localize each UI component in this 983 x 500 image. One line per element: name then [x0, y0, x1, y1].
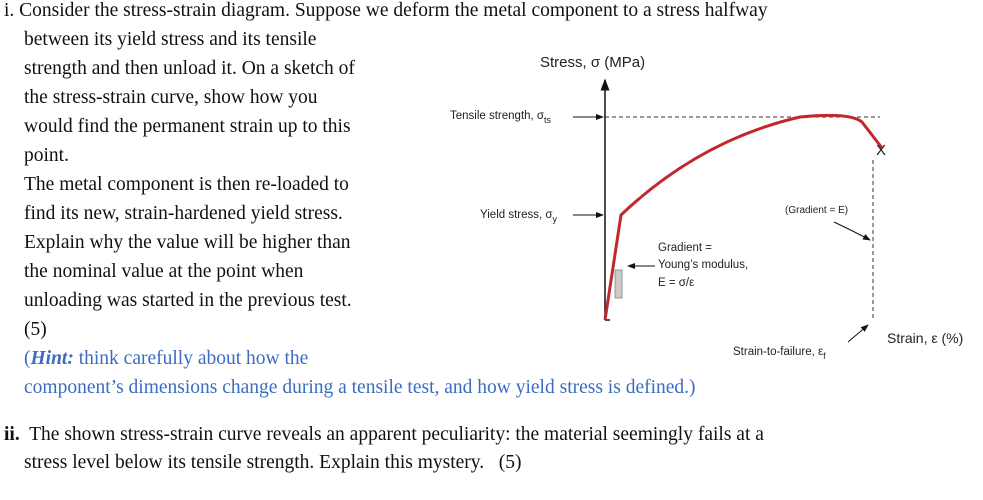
x-axis-label: Strain, ε (%) — [887, 330, 963, 346]
text-line: i. Consider the stress-strain diagram. S… — [4, 0, 768, 21]
question-label: ii. — [4, 424, 20, 445]
text: Yield stress, σ — [480, 209, 553, 221]
gradient-note: E = σ/ε — [658, 277, 694, 289]
text: y — [553, 214, 558, 224]
gradient-note: Gradient = — [658, 242, 712, 254]
text-line: ii. The shown stress-strain curve reveal… — [4, 424, 764, 446]
text-line: strength and then unload it. On a sketch… — [24, 58, 355, 79]
text: f — [823, 351, 826, 361]
stress-strain-curve — [603, 113, 884, 321]
hint-open: ( — [24, 348, 31, 369]
hint-line: (Hint: think carefully about how the — [24, 348, 308, 370]
text: ts — [544, 115, 552, 125]
text-line: find its new, strain-hardened yield stre… — [24, 203, 343, 224]
gradient-triangle — [614, 269, 623, 299]
stress-strain-diagram: Stress, σ (MPa) Strain, ε (%) X Tensile … — [450, 54, 963, 361]
text-line: stress level below its tensile strength.… — [24, 452, 522, 473]
tensile-strength-label: Tensile strength, σts — [450, 110, 552, 125]
leader-arrow — [847, 324, 869, 343]
text: Tensile strength, σ — [450, 110, 544, 122]
leader-arrow — [833, 221, 871, 241]
text-line: the nominal value at the point when — [24, 261, 304, 282]
strain-to-failure-label: Strain-to-failure, εf — [733, 346, 826, 361]
hint-line: component’s dimensions change during a t… — [24, 377, 696, 398]
text-line: The metal component is then re-loaded to — [24, 174, 349, 195]
text: Strain-to-failure, ε — [733, 346, 823, 358]
hint-emphasis: Hint: — [30, 348, 74, 369]
text-line: between its yield stress and its tensile — [24, 29, 317, 50]
hint-text: think carefully about how the — [73, 348, 309, 369]
text-line: unloading was started in the previous te… — [24, 290, 352, 311]
yield-stress-label: Yield stress, σy — [480, 209, 558, 224]
text-line: Explain why the value will be higher tha… — [24, 232, 351, 253]
y-axis-label: Stress, σ (MPa) — [540, 54, 645, 71]
question-text: The shown stress-strain curve reveals an… — [29, 424, 764, 445]
text-line: (5) — [24, 319, 47, 340]
gradient-e-label: (Gradient = E) — [785, 205, 848, 216]
failure-mark: X — [876, 142, 886, 159]
text-line: would find the permanent strain up to th… — [24, 116, 351, 137]
text-line: point. — [24, 145, 69, 166]
text-line: the stress-strain curve, show how you — [24, 87, 318, 108]
gradient-note: Young’s modulus, — [658, 259, 748, 271]
